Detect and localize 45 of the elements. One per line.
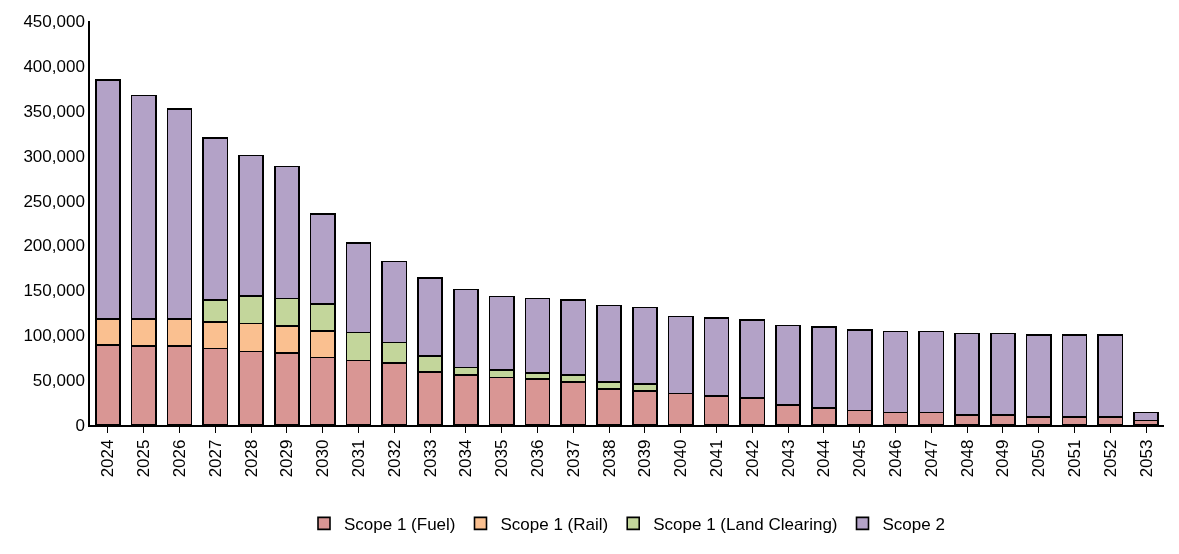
x-tick-label: 2028 [241,439,261,478]
y-tick-label: 100,000 [23,326,85,346]
x-tick-label: 2046 [886,439,906,478]
y-tick-label: 150,000 [23,281,85,301]
x-tick-label: 2035 [492,439,512,478]
y-tick-label: 0 [75,415,85,435]
x-tick-label: 2044 [814,439,834,478]
x-tick-label: 2043 [778,439,798,478]
x-tick-label: 2047 [921,439,941,478]
x-tick-label: 2045 [850,439,870,478]
x-tick-label: 2053 [1136,439,1156,478]
x-tick-label: 2037 [563,439,583,478]
x-tick-label: 2051 [1065,439,1085,478]
x-tick-label: 2024 [98,439,118,478]
x-tick-label: 2041 [707,439,727,478]
y-tick-label: 200,000 [23,236,85,256]
y-tick-label: 300,000 [23,146,85,166]
y-tick-label: 50,000 [32,371,85,391]
x-tick-label: 2034 [456,439,476,478]
y-tick-label: 350,000 [23,101,85,121]
x-tick-label: 2026 [170,439,190,478]
y-tick-label: 450,000 [23,11,85,31]
x-tick-label: 2031 [349,439,369,478]
x-tick-label: 2029 [277,439,297,478]
legend-label: Scope 1 (Rail) [500,514,609,534]
x-tick-label: 2032 [384,439,404,478]
x-tick-label: 2033 [420,439,440,478]
y-tick-label: 250,000 [23,191,85,211]
x-tick-label: 2040 [671,439,691,478]
x-tick-label: 2052 [1100,439,1120,478]
x-tick-label: 2036 [528,439,548,478]
bar [1133,411,1160,422]
y-tick-label: 400,000 [23,56,85,76]
x-tick-label: 2048 [957,439,977,478]
x-tick-label: 2025 [134,439,154,478]
x-tick-label: 2050 [1029,439,1049,478]
x-tick-label: 2030 [313,439,333,478]
legend-label: Scope 1 (Fuel) [344,514,456,534]
legend-label: Scope 2 [882,514,945,534]
legend-label: Scope 1 (Land Clearing) [653,514,838,534]
x-tick-label: 2042 [742,439,762,478]
x-tick-label: 2049 [993,439,1013,478]
x-tick-label: 2038 [599,439,619,478]
x-tick-label: 2039 [635,439,655,478]
x-tick-label: 2027 [205,439,225,478]
